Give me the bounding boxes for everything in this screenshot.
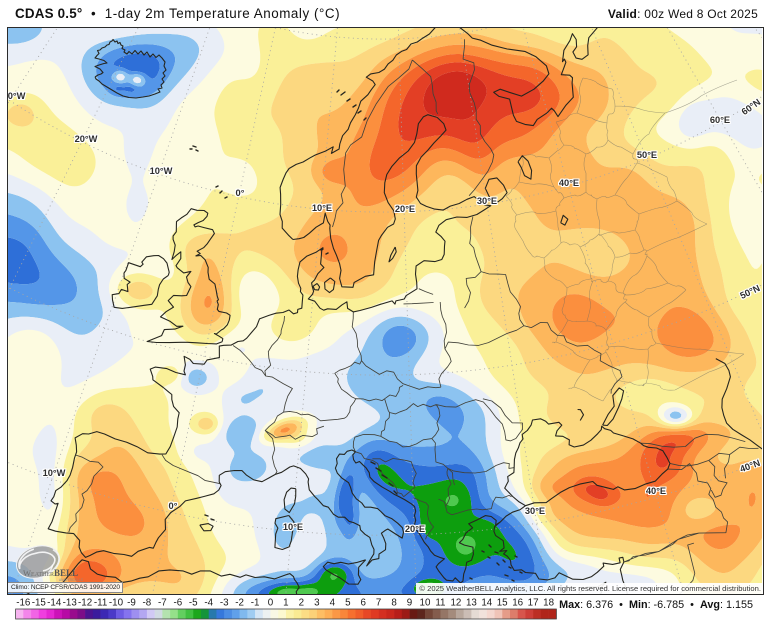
svg-text:12: 12 <box>450 598 461 609</box>
svg-text:17: 17 <box>528 598 539 609</box>
svg-text:18: 18 <box>543 598 554 609</box>
svg-text:-11: -11 <box>94 598 107 609</box>
svg-text:3: 3 <box>314 598 320 609</box>
svg-text:-13: -13 <box>63 598 78 609</box>
svg-text:10: 10 <box>420 598 431 609</box>
svg-text:-12: -12 <box>78 598 92 609</box>
svg-text:-4: -4 <box>204 598 213 609</box>
svg-text:11: 11 <box>435 598 445 609</box>
svg-text:9: 9 <box>407 598 412 609</box>
svg-text:6: 6 <box>360 598 366 609</box>
svg-text:-8: -8 <box>143 598 152 609</box>
svg-text:WEATHERBELL: WEATHERBELL <box>23 568 78 578</box>
svg-text:-2: -2 <box>235 598 244 609</box>
svg-text:14: 14 <box>481 598 492 609</box>
svg-text:0: 0 <box>268 598 274 609</box>
svg-text:15: 15 <box>497 598 508 609</box>
svg-text:4: 4 <box>330 598 336 609</box>
svg-text:-9: -9 <box>127 598 136 609</box>
svg-text:-16: -16 <box>16 598 31 609</box>
svg-text:ANALYTICS LLC: ANALYTICS LLC <box>59 578 84 582</box>
svg-text:-3: -3 <box>220 598 229 609</box>
svg-text:2: 2 <box>299 598 304 609</box>
svg-text:-7: -7 <box>158 598 167 609</box>
svg-text:16: 16 <box>512 598 523 609</box>
svg-text:-15: -15 <box>32 598 47 609</box>
svg-text:1: 1 <box>283 598 288 609</box>
svg-text:13: 13 <box>466 598 477 609</box>
svg-text:8: 8 <box>391 598 397 609</box>
svg-text:5: 5 <box>345 598 351 609</box>
svg-text:-1: -1 <box>251 598 260 609</box>
svg-text:-6: -6 <box>173 598 182 609</box>
svg-text:7: 7 <box>376 598 381 609</box>
svg-text:-5: -5 <box>189 598 198 609</box>
svg-text:-10: -10 <box>109 598 124 609</box>
svg-text:-14: -14 <box>47 598 62 609</box>
